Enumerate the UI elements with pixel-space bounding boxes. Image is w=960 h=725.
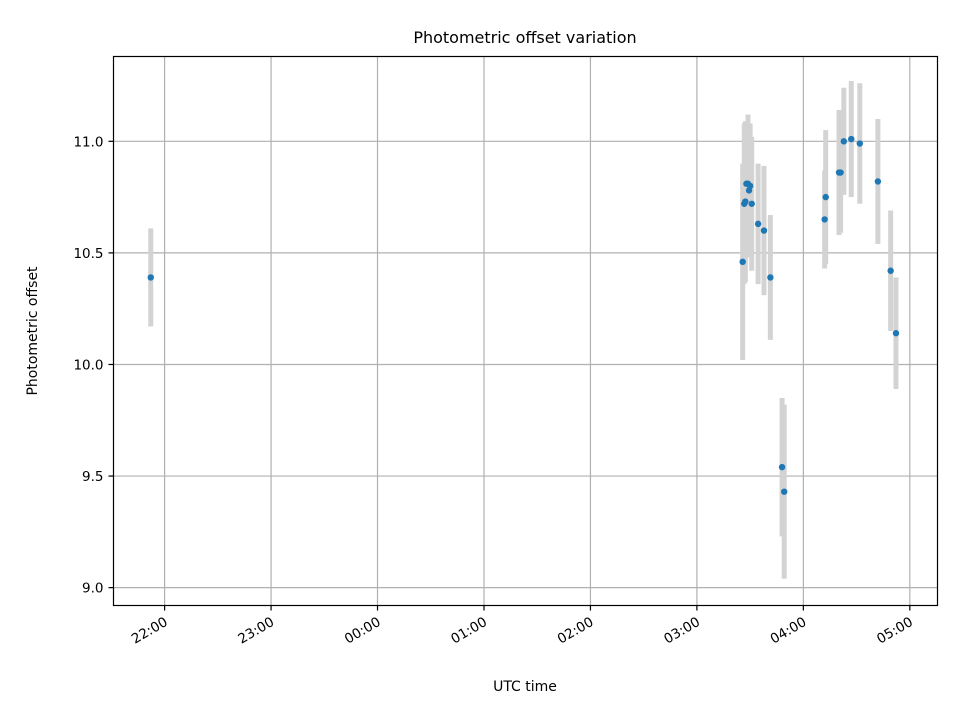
grid-lines [113, 56, 938, 606]
data-point [848, 135, 855, 143]
y-tick-label: 10.5 [73, 246, 103, 262]
data-point [147, 274, 154, 281]
data-point [754, 220, 762, 228]
data-point [874, 178, 882, 185]
data-point [821, 216, 828, 223]
data-point [887, 267, 894, 274]
chart-title: Photometric offset variation [413, 28, 636, 47]
data-points [147, 135, 900, 495]
data-point [837, 169, 844, 176]
data-point [767, 274, 774, 281]
data-point [742, 198, 749, 205]
y-tick-label: 10.0 [73, 357, 103, 373]
plot-frame [112, 55, 939, 607]
data-point [746, 182, 754, 190]
y-tick-label: 11.0 [73, 134, 103, 150]
data-point [856, 140, 863, 147]
data-point [822, 193, 829, 201]
y-tick-label: 9.0 [82, 581, 103, 597]
data-point [739, 258, 746, 266]
data-point [840, 138, 848, 145]
y-tick-label: 9.5 [82, 469, 103, 485]
data-point [892, 330, 900, 337]
data-point [760, 227, 768, 234]
x-axis-label: UTC time [493, 679, 557, 695]
y-axis-label: Photometric offset [25, 266, 41, 396]
data-point [748, 200, 755, 207]
data-point [778, 463, 786, 471]
y-axis-ticks: 9.0 9.5 10.0 10.5 11.0 [73, 134, 114, 597]
data-point [780, 488, 788, 495]
